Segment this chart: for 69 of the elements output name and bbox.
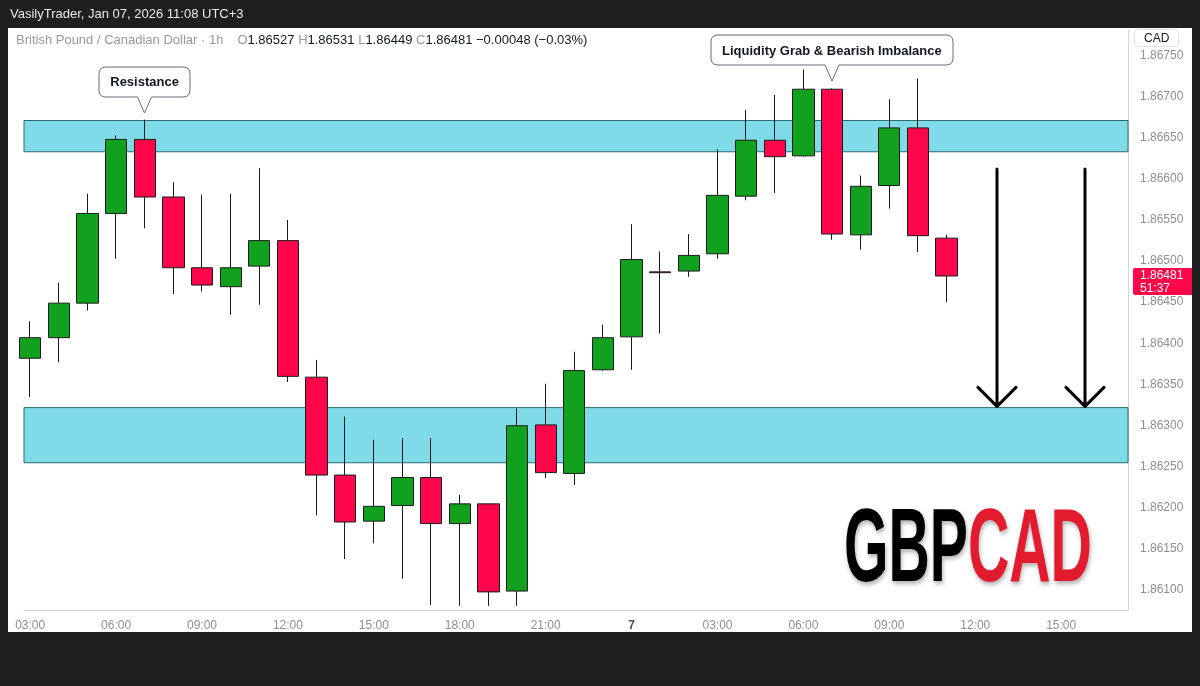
chart-subtitle: British Pound / Canadian Dollar · 1h: [16, 32, 224, 47]
y-tick-label: 1.86750: [1140, 47, 1184, 62]
x-tick-label: 09:00: [874, 618, 905, 632]
x-tick-label: 03:00: [15, 618, 46, 632]
y-tick-label: 1.86550: [1140, 212, 1184, 227]
y-tick-label: 1.86700: [1140, 88, 1184, 103]
y-tick-label: 1.86100: [1140, 582, 1184, 597]
candlestick: [363, 439, 385, 544]
candlestick: [535, 383, 557, 479]
candlestick: [735, 109, 757, 201]
y-tick-label: 1.86500: [1140, 253, 1184, 268]
candlestick: [506, 407, 528, 607]
candlestick: [592, 324, 614, 372]
annotation: Liquidity Grab & Bearish Imbalance: [722, 42, 942, 58]
candlestick: [821, 87, 843, 241]
y-tick-label: 1.86400: [1140, 335, 1184, 350]
candlestick: [764, 94, 786, 194]
candlestick: [220, 193, 242, 316]
candlestick: [391, 437, 414, 580]
candlestick: [305, 359, 328, 516]
x-tick-label: 03:00: [702, 618, 733, 632]
y-tick-label: 1.86350: [1140, 376, 1184, 391]
candlestick: [620, 223, 643, 371]
x-tick-label: 06:00: [101, 618, 132, 632]
x-tick-label: 06:00: [788, 618, 819, 632]
y-tick-label: 1.86250: [1140, 459, 1184, 474]
x-tick-label: 12:00: [272, 618, 304, 632]
y-tick-label: 1.86150: [1140, 541, 1184, 556]
candlestick: [248, 167, 270, 306]
candlestick: [563, 351, 585, 486]
candlestick: [134, 119, 156, 229]
candlestick: [334, 416, 356, 560]
candlestick: [706, 148, 729, 260]
text: 51:37: [1140, 280, 1172, 295]
candlestick: [935, 234, 958, 303]
x-tick-label: 7: [628, 618, 636, 632]
x-tick-label: 12:00: [960, 618, 991, 632]
x-tick-label: 15:00: [1046, 618, 1077, 632]
candlestick: [792, 68, 815, 158]
candlestick: [477, 503, 500, 607]
text: 1.86481: [1140, 267, 1185, 282]
y-tick-label: 1.86600: [1140, 171, 1184, 186]
candlestick: [277, 219, 299, 383]
candlestick: [105, 134, 127, 260]
x-tick-label: 18:00: [444, 618, 476, 632]
annotation: O1.86527 H1.86531 L1.86449 C1.86481 −0.00048 (−0.03%): [237, 32, 588, 48]
y-tick-label: 1.86450: [1140, 294, 1184, 309]
candlestick: [907, 78, 929, 253]
y-tick-label: 1.86200: [1140, 500, 1184, 515]
x-tick-label: 15:00: [358, 618, 390, 632]
candlestick: [850, 175, 872, 251]
x-tick-label: 09:00: [187, 618, 218, 632]
candlestick: [162, 181, 185, 295]
candlestick: [649, 250, 671, 335]
candlestick: [19, 320, 41, 398]
candlestick: [48, 282, 70, 363]
text: VasilyTrader, Jan 07, 2026 11:08 UTC+3: [10, 6, 244, 22]
y-tick-label: 1.86650: [1140, 129, 1184, 144]
candlestick: [878, 98, 900, 210]
candlestick: [191, 194, 213, 293]
y-tick-label: 1.86300: [1140, 417, 1184, 432]
candlestick: [678, 233, 700, 278]
candlestick: [449, 494, 471, 607]
candlestick: [76, 193, 99, 312]
annotation: Resistance: [110, 74, 179, 90]
y-axis-title: CAD: [1134, 29, 1180, 47]
x-tick-label: 21:00: [530, 618, 562, 632]
candlestick: [420, 437, 442, 606]
text: GBPCAD: [844, 487, 1092, 603]
